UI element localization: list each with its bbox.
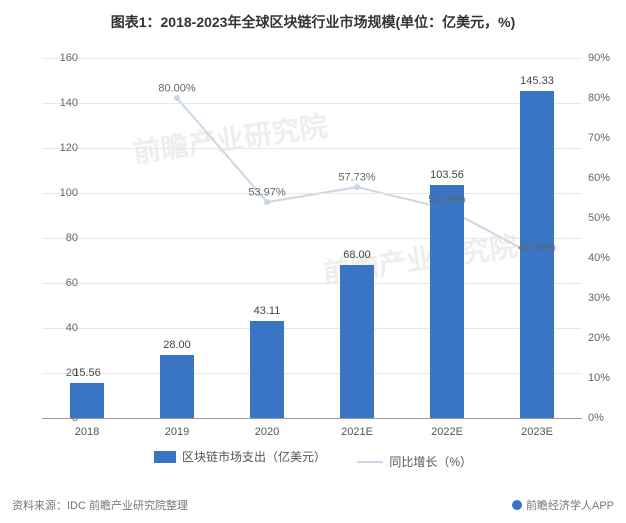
y2-tick-label: 90%: [588, 52, 610, 64]
y2-tick-label: 20%: [588, 332, 610, 344]
line-marker: [354, 184, 360, 190]
brand-text: 前瞻经济学人APP: [526, 497, 614, 513]
y1-tick-label: 60: [66, 277, 78, 289]
y2-tick-label: 50%: [588, 212, 610, 224]
bar: [340, 265, 374, 418]
y2-tick-label: 40%: [588, 252, 610, 264]
y2-tick-label: 30%: [588, 292, 610, 304]
y1-tick-label: 100: [60, 187, 78, 199]
gridline: [42, 328, 582, 329]
x-tick-label: 2020: [255, 426, 279, 438]
legend-swatch-bar: [154, 451, 176, 463]
gridline: [42, 103, 582, 104]
line-marker: [264, 199, 270, 205]
bar-value-label: 15.56: [73, 367, 101, 379]
gridline: [42, 283, 582, 284]
line-value-label: 53.97%: [248, 187, 285, 199]
y2-tick-label: 80%: [588, 92, 610, 104]
gridline: [42, 193, 582, 194]
line-marker: [174, 95, 180, 101]
gridline: [42, 373, 582, 374]
legend-item-bar: 区块链市场支出（亿美元）: [154, 448, 326, 465]
y1-tick-label: 80: [66, 232, 78, 244]
y1-tick-label: 160: [60, 52, 78, 64]
x-tick-label: 2018: [75, 426, 99, 438]
y2-tick-label: 70%: [588, 132, 610, 144]
y1-tick-label: 140: [60, 97, 78, 109]
bar-value-label: 28.00: [163, 339, 191, 351]
chart-container: 图表1：2018-2023年全球区块链行业市场规模(单位：亿美元，%) 前瞻产业…: [0, 0, 626, 523]
legend-label-line: 同比增长（%）: [389, 453, 472, 470]
gridline: [42, 238, 582, 239]
bar: [250, 321, 284, 418]
bar-value-label: 68.00: [343, 249, 371, 261]
x-tick-label: 2021E: [341, 426, 373, 438]
brand: 前瞻经济学人APP: [512, 497, 614, 513]
chart-title: 图表1：2018-2023年全球区块链行业市场规模(单位：亿美元，%): [0, 0, 626, 32]
y1-tick-label: 120: [60, 142, 78, 154]
bar-value-label: 145.33: [520, 75, 554, 87]
x-tick-label: 2019: [165, 426, 189, 438]
gridline: [42, 148, 582, 149]
bar: [430, 185, 464, 418]
legend-item-line: 同比增长（%）: [357, 453, 472, 470]
gridline: [42, 418, 582, 419]
x-tick-label: 2022E: [431, 426, 463, 438]
y1-tick-label: 40: [66, 322, 78, 334]
line-value-label: 80.00%: [158, 82, 195, 94]
y2-tick-label: 60%: [588, 172, 610, 184]
gridline: [42, 58, 582, 59]
brand-icon: [512, 500, 522, 510]
legend-swatch-line: [357, 461, 383, 463]
line-value-label: 57.73%: [338, 171, 375, 183]
legend-label-bar: 区块链市场支出（亿美元）: [182, 448, 326, 465]
bar: [520, 91, 554, 418]
bar: [160, 355, 194, 418]
bar: [70, 383, 104, 418]
source-text: 资料来源：IDC 前瞻产业研究院整理: [12, 497, 188, 513]
legend: 区块链市场支出（亿美元） 同比增长（%）: [0, 448, 626, 470]
line-value-label: 40.34%: [518, 241, 555, 253]
y2-tick-label: 0%: [588, 412, 604, 424]
x-tick-label: 2023E: [521, 426, 553, 438]
bar-value-label: 43.11: [254, 305, 281, 317]
line-value-label: 52.29%: [428, 193, 465, 205]
y2-tick-label: 10%: [588, 372, 610, 384]
bar-value-label: 103.56: [430, 169, 464, 181]
